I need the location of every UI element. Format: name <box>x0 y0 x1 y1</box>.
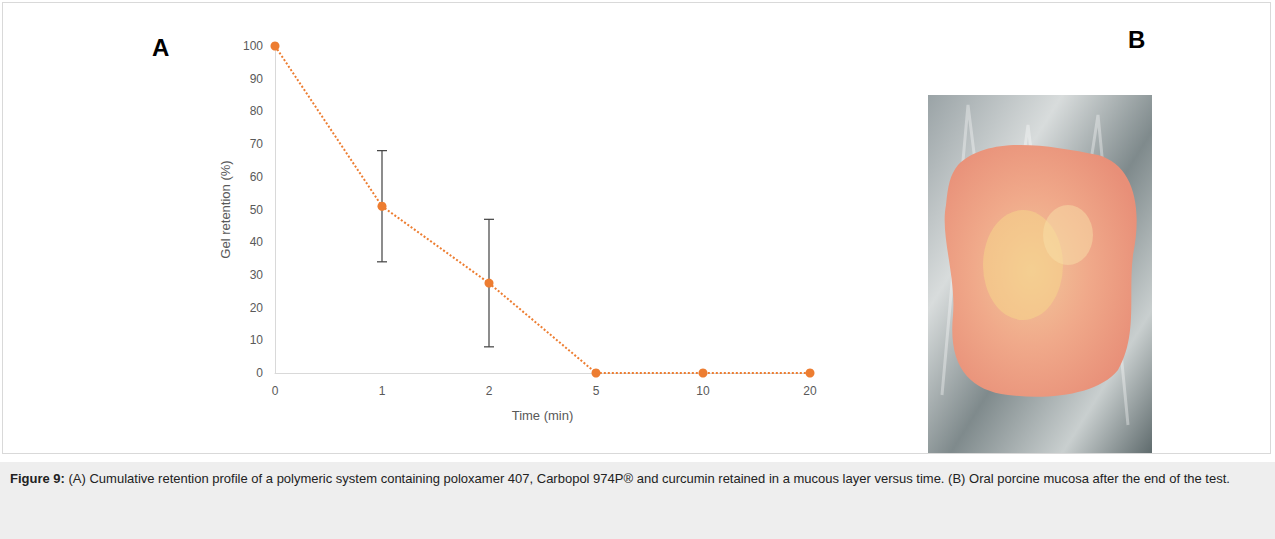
svg-text:0: 0 <box>256 366 263 380</box>
svg-text:5: 5 <box>593 384 600 398</box>
svg-text:60: 60 <box>250 170 264 184</box>
svg-text:Gel retention (%): Gel retention (%) <box>218 160 233 258</box>
html-text:A: A <box>152 34 170 61</box>
svg-text:10: 10 <box>696 384 710 398</box>
svg-text:100: 100 <box>243 39 263 53</box>
svg-text:2: 2 <box>486 384 493 398</box>
html-text:Figure 9: (A) Cumulative reten: Figure 9: (A) Cumulative retention profi… <box>10 471 1230 486</box>
svg-text:Time (min): Time (min) <box>512 408 574 423</box>
svg-text:1: 1 <box>379 384 386 398</box>
svg-text:20: 20 <box>250 301 264 315</box>
svg-text:40: 40 <box>250 235 264 249</box>
svg-text:10: 10 <box>250 333 264 347</box>
svg-text:80: 80 <box>250 104 264 118</box>
html-text:B: B <box>1128 26 1146 53</box>
svg-text:30: 30 <box>250 268 264 282</box>
svg-text:0: 0 <box>272 384 279 398</box>
svg-text:50: 50 <box>250 203 264 217</box>
svg-text:90: 90 <box>250 72 264 86</box>
svg-text:70: 70 <box>250 137 264 151</box>
svg-text:20: 20 <box>803 384 817 398</box>
